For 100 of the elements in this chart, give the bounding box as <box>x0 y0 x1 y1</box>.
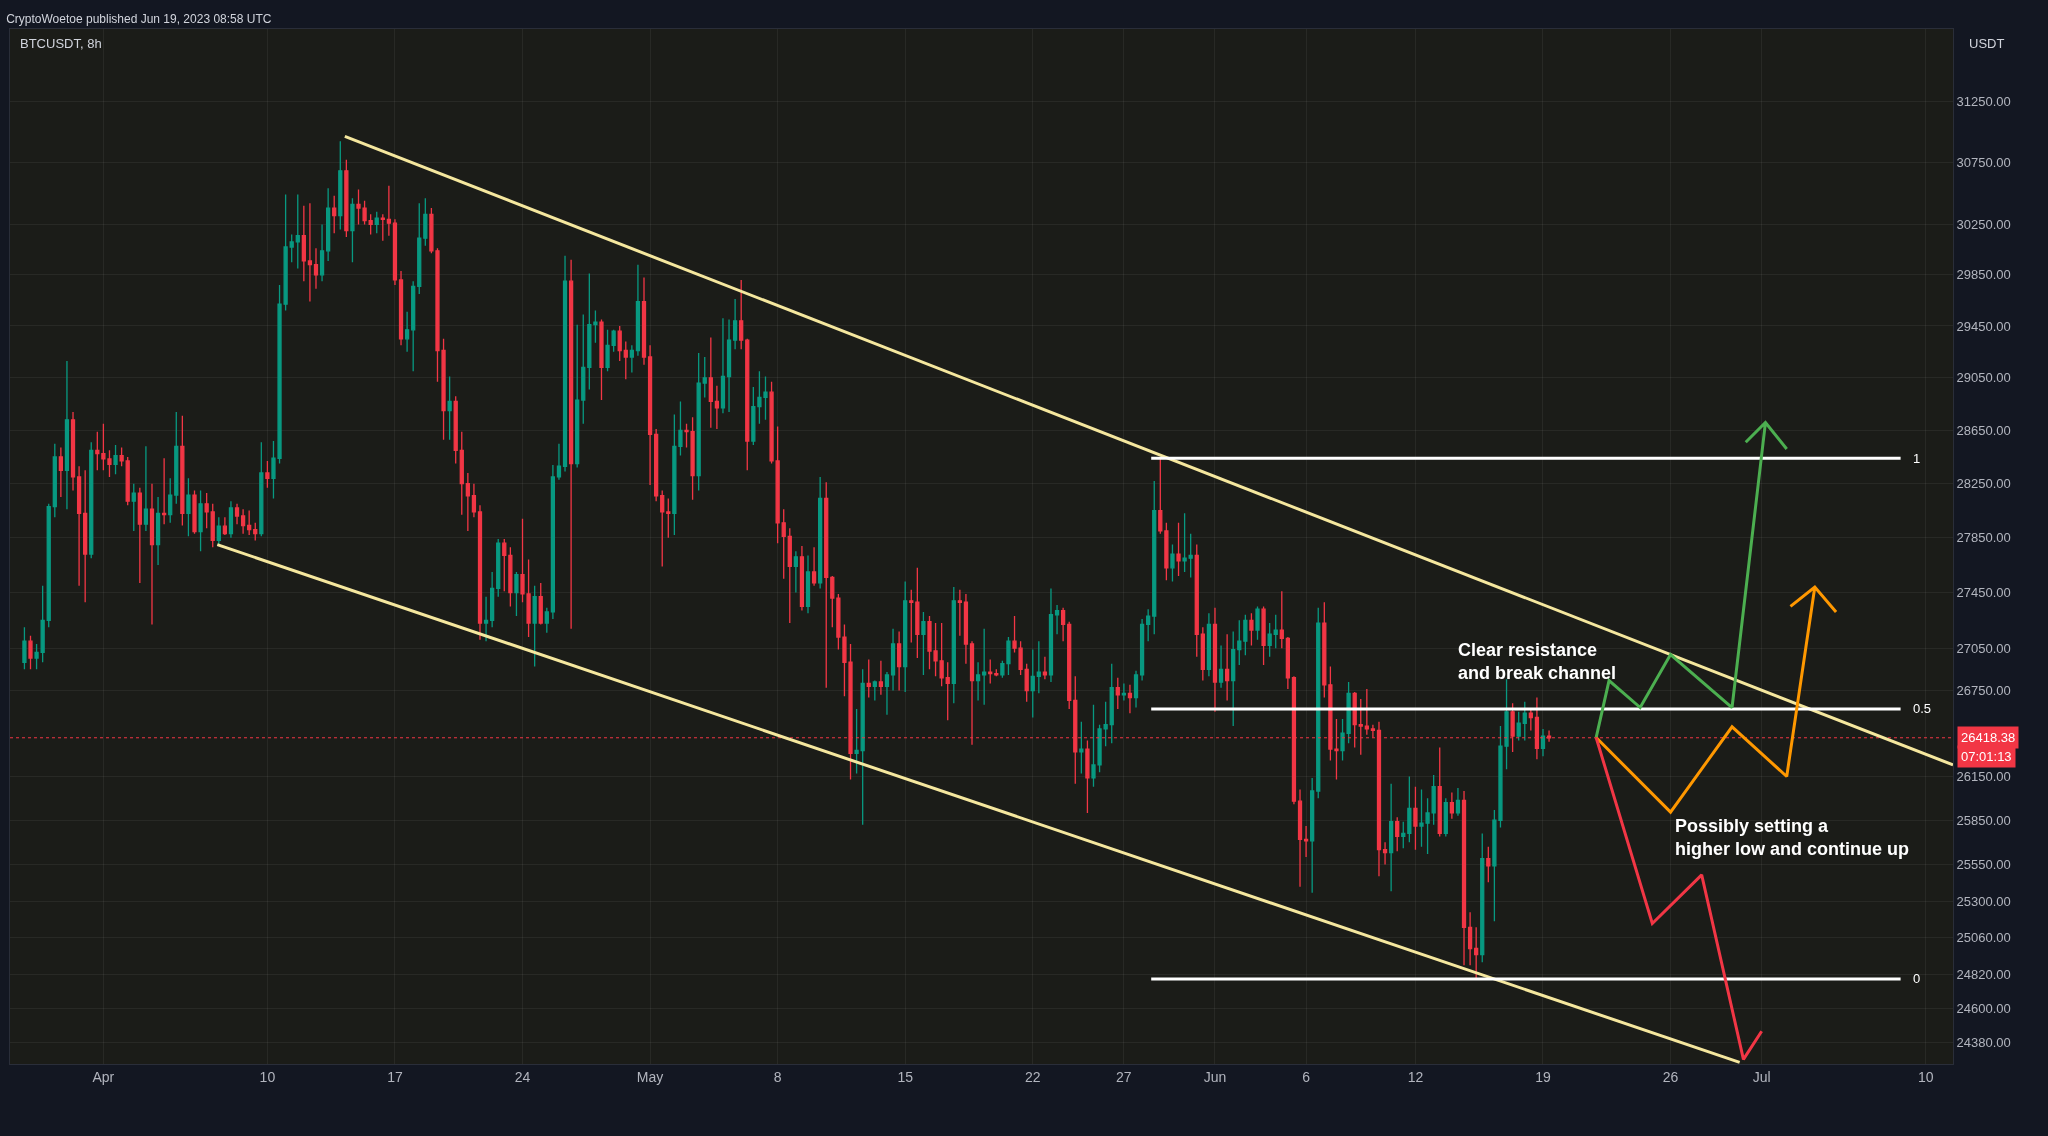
candlestick <box>1158 457 1163 535</box>
candlestick <box>234 503 240 525</box>
candlestick <box>1170 543 1175 583</box>
candlestick <box>344 159 349 238</box>
text: 07:01:13 <box>1961 749 2012 764</box>
candlestick <box>1139 618 1145 682</box>
candlestick <box>1249 612 1254 647</box>
candlestick <box>1395 816 1400 852</box>
candlestick <box>332 195 337 234</box>
candlestick <box>1054 604 1060 635</box>
candlestick <box>1449 791 1455 820</box>
candlestick <box>945 661 950 722</box>
candlestick <box>350 197 355 263</box>
candlestick <box>587 272 592 391</box>
candlestick <box>654 428 659 502</box>
x-tick-label: 6 <box>1302 1068 1311 1085</box>
candlestick <box>939 622 944 687</box>
y-tick-label: 29050.00 <box>1956 370 2011 386</box>
candlestick <box>423 197 428 247</box>
y-tick-label: 25550.00 <box>1956 857 2011 873</box>
candlestick <box>265 460 270 489</box>
y-tick-label: 26150.00 <box>1956 769 2011 785</box>
candlestick <box>720 317 726 414</box>
y-tick-label: 28650.00 <box>1956 422 2011 438</box>
candlestick <box>1431 774 1436 826</box>
x-tick-label: Jul <box>1752 1068 1771 1085</box>
candlestick <box>896 630 902 692</box>
candlestick <box>471 483 477 519</box>
candlestick <box>830 575 835 628</box>
candlestick <box>732 298 738 350</box>
annotation: Clear resistance and break channel <box>1458 640 1617 684</box>
y-tick-label: 24600.00 <box>1956 1000 2011 1016</box>
candlestick <box>1522 701 1527 742</box>
candlestick <box>70 411 76 492</box>
x-tick-label: 27 <box>1116 1068 1132 1085</box>
candlestick <box>143 445 149 532</box>
candlestick <box>811 546 817 587</box>
candlestick <box>1237 619 1242 666</box>
candlestick <box>660 489 665 568</box>
candlestick <box>1461 790 1467 966</box>
candlestick <box>1364 688 1369 736</box>
y-tick-label: 28250.00 <box>1956 476 2011 492</box>
candlestick <box>40 585 45 663</box>
candlestick <box>1188 533 1193 579</box>
candlestick <box>180 415 185 527</box>
candlestick <box>963 593 969 665</box>
candlestick <box>1176 522 1181 577</box>
series-label: 1 <box>1913 451 1921 466</box>
candlestick <box>556 442 562 481</box>
y-tick-label: 26750.00 <box>1956 683 2011 699</box>
candlestick <box>982 628 987 706</box>
candlestick <box>502 538 507 592</box>
candlestick <box>1182 512 1187 573</box>
candlestick <box>34 643 39 670</box>
candlestick <box>228 500 234 539</box>
candlestick <box>1224 633 1230 702</box>
candlestick <box>696 352 701 492</box>
candlestick <box>453 395 458 465</box>
candlestick <box>95 431 100 471</box>
candlestick <box>951 586 956 704</box>
candlestick <box>1218 644 1224 689</box>
candlestick <box>398 270 404 346</box>
candlestick <box>1127 684 1133 714</box>
candlestick <box>64 360 70 510</box>
candlestick <box>131 483 136 532</box>
x-tick-label: Jun <box>1203 1068 1227 1085</box>
candlestick <box>1103 701 1108 747</box>
y-tick-label: 29450.00 <box>1956 318 2011 334</box>
candlestick <box>1146 608 1151 642</box>
y-tick-label: 25300.00 <box>1956 894 2011 910</box>
candlestick <box>1322 601 1327 699</box>
candlestick <box>629 344 634 374</box>
candlestick <box>222 516 228 536</box>
candlestick <box>988 658 993 685</box>
candlestick <box>1085 739 1090 814</box>
y-tick-label: 27850.00 <box>1956 530 2011 546</box>
candlestick <box>1194 543 1199 658</box>
series-label: 0 <box>1913 971 1921 986</box>
candlestick <box>374 211 379 234</box>
candlestick <box>799 545 805 612</box>
x-tick-label: 12 <box>1407 1068 1424 1085</box>
candlestick <box>1036 640 1041 694</box>
candlestick <box>787 527 792 624</box>
candlestick <box>168 477 173 524</box>
candlestick <box>240 508 246 535</box>
candlestick <box>860 668 865 826</box>
candlestick <box>483 596 489 642</box>
candlestick <box>1474 926 1479 980</box>
candlestick <box>186 477 191 538</box>
candlestick <box>1261 605 1266 666</box>
candlestick <box>1516 711 1521 742</box>
candlestick <box>1297 788 1303 888</box>
x-tick-label: May <box>636 1068 664 1085</box>
annotation: Possibly setting a higher low and continue up <box>1675 816 1909 860</box>
candlestick <box>477 504 483 641</box>
candlestick <box>550 464 556 620</box>
candlestick <box>368 213 373 236</box>
candlestick <box>192 489 197 535</box>
candlestick <box>1443 797 1448 838</box>
candlestick <box>386 185 392 237</box>
